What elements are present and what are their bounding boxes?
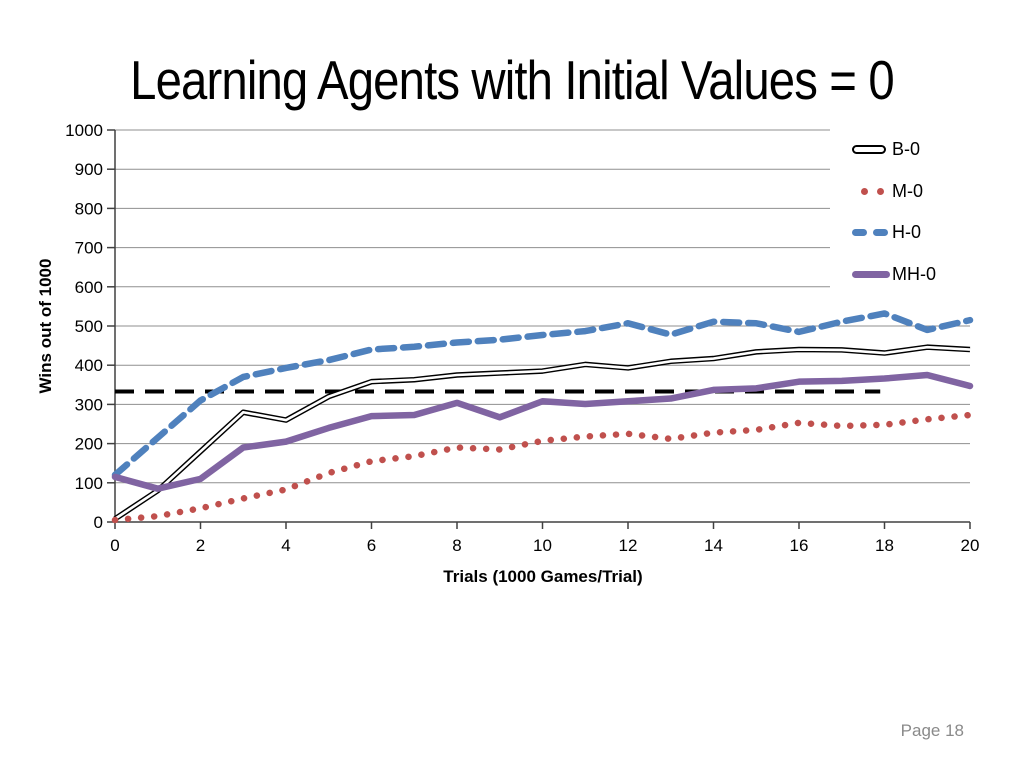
y-tick-label-1000: 1000 (65, 121, 103, 140)
x-tick-label-20: 20 (961, 536, 980, 555)
legend-marker-H-0 (852, 229, 892, 237)
legend-label-M-0: M-0 (892, 180, 923, 201)
page-number: Page 18 (900, 721, 964, 740)
legend-label-B-0: B-0 (892, 139, 921, 160)
y-tick-label-700: 700 (75, 239, 103, 258)
legend-marker-M-0 (852, 187, 892, 195)
y-axis-title: Wins out of 1000 (36, 258, 55, 394)
slide-title: Learning Agents with Initial Values = 0 (130, 49, 894, 111)
legend-label-H-0: H-0 (892, 222, 922, 243)
legend: B-0 M-0 H-0 MH-0 (830, 127, 1014, 297)
series-line-M-0 (111, 411, 974, 524)
legend-item-H-0: H-0 (852, 212, 1014, 254)
y-tick-label-200: 200 (75, 435, 103, 454)
legend-item-MH-0: MH-0 (852, 254, 1014, 296)
y-tick-label-300: 300 (75, 395, 103, 414)
y-tick-label-600: 600 (75, 278, 103, 297)
x-tick-label-12: 12 (619, 536, 638, 555)
series-line-B-0 (113, 344, 971, 522)
y-tick-label-0: 0 (94, 513, 103, 532)
y-tick-label-500: 500 (75, 317, 103, 336)
x-tick-label-10: 10 (533, 536, 552, 555)
x-axis-title: Trials (1000 Games/Trial) (443, 567, 643, 586)
legend-marker-MH-0 (852, 270, 892, 278)
x-tick-label-0: 0 (110, 536, 119, 555)
legend-item-B-0: B-0 (852, 129, 1014, 171)
series-line-MH-0 (111, 371, 974, 492)
series-line-H-0 (111, 310, 974, 479)
x-tick-label-14: 14 (704, 536, 723, 555)
legend-item-M-0: M-0 (852, 171, 1014, 213)
series-line-B-0-inner (114, 345, 971, 520)
x-tick-label-8: 8 (452, 536, 461, 555)
title-wrap: Learning Agents with Initial Values = 0 (0, 49, 1024, 111)
legend-label-MH-0: MH-0 (892, 263, 936, 284)
x-tick-label-4: 4 (281, 536, 290, 555)
y-tick-label-900: 900 (75, 160, 103, 179)
x-tick-label-2: 2 (196, 536, 205, 555)
x-tick-label-6: 6 (367, 536, 376, 555)
y-tick-label-800: 800 (75, 199, 103, 218)
x-tick-label-16: 16 (790, 536, 809, 555)
y-tick-label-100: 100 (75, 474, 103, 493)
legend-marker-B-0 (852, 145, 892, 155)
x-tick-label-18: 18 (875, 536, 894, 555)
y-tick-label-400: 400 (75, 356, 103, 375)
